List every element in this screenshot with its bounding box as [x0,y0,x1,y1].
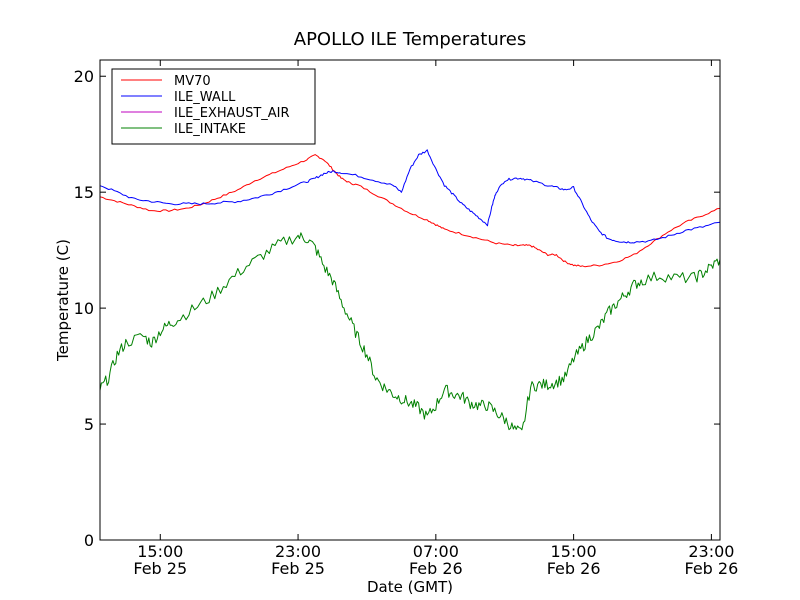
x-tick-label-time: 15:00 [551,542,597,561]
legend-label: ILE_EXHAUST_AIR [174,106,290,121]
y-tick-label: 0 [84,531,94,550]
series-line-mv70 [99,154,721,268]
x-axis-label: Date (GMT) [367,578,453,596]
x-tick-label-time: 07:00 [413,542,459,561]
x-tick-label-date: Feb 25 [133,559,187,578]
y-tick-label: 10 [74,299,94,318]
series-line-ile-intake [99,232,721,431]
x-tick-label-time: 23:00 [688,542,734,561]
x-tick-label-date: Feb 26 [547,559,601,578]
y-tick-label: 5 [84,415,94,434]
y-tick-label: 15 [74,183,94,202]
x-tick-label-time: 23:00 [275,542,321,561]
chart-title: APOLLO ILE Temperatures [294,29,526,50]
x-tick-label-date: Feb 26 [684,559,738,578]
x-tick-label-time: 15:00 [137,542,183,561]
legend-label: MV70 [174,74,211,89]
y-axis-label: Temperature (C) [54,239,72,362]
legend-box [111,68,316,145]
x-tick-label-date: Feb 26 [409,559,463,578]
y-tick-label: 20 [74,67,94,86]
plot-frame [99,59,721,541]
legend-label: ILE_WALL [174,90,236,105]
x-tick-label-date: Feb 25 [271,559,325,578]
series-line-ile-wall [99,149,721,244]
legend-label: ILE_INTAKE [174,122,246,137]
series-layer [99,149,721,431]
